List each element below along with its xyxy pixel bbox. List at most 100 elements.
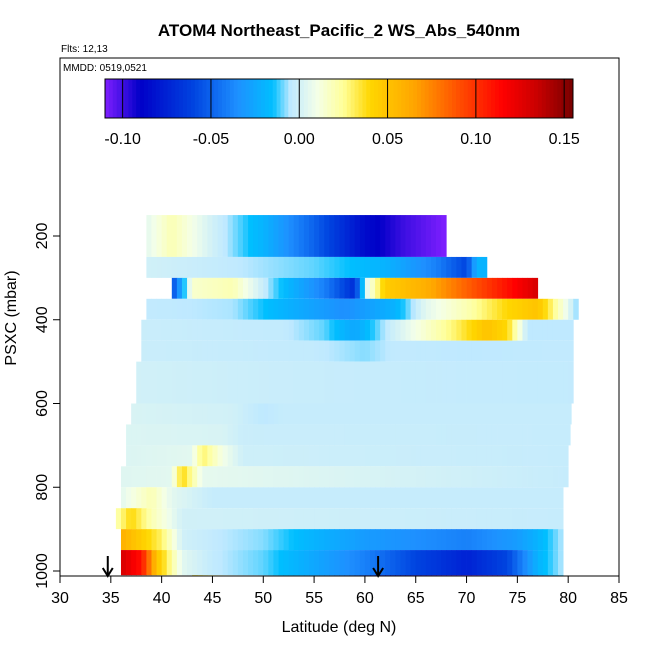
heatmap-cell: [390, 508, 396, 530]
heatmap-cell: [563, 403, 569, 425]
heatmap-cell: [532, 319, 539, 341]
heatmap-cell: [202, 319, 208, 341]
colorbar-segment: [198, 79, 203, 118]
heatmap-cell: [380, 424, 386, 446]
heatmap-cell: [217, 466, 224, 488]
heatmap-cell: [497, 550, 503, 576]
heatmap-cell: [369, 445, 376, 467]
heatmap-cell: [314, 508, 320, 530]
colorbar-segment: [514, 79, 519, 118]
heatmap-cell: [181, 466, 188, 488]
heatmap-cell: [552, 550, 559, 576]
heatmap-cell: [136, 529, 142, 551]
heatmap-cell: [258, 466, 264, 488]
heatmap-cell: [197, 403, 203, 425]
heatmap-cell: [456, 550, 462, 576]
heatmap-cell: [410, 277, 417, 299]
heatmap-cell: [512, 319, 518, 341]
heatmap-cell: [456, 508, 462, 530]
colorbar-segment: [409, 79, 414, 118]
heatmap-cell: [430, 403, 437, 425]
heatmap-cell: [497, 298, 503, 320]
heatmap-cell: [146, 215, 152, 257]
heatmap-cell: [176, 319, 183, 341]
heatmap-cell: [507, 340, 513, 362]
heatmap-cell: [314, 319, 320, 341]
heatmap-cell: [176, 424, 183, 446]
heatmap-cell: [405, 487, 412, 509]
heatmap-cell: [481, 319, 488, 341]
heatmap-cell: [547, 529, 554, 551]
heatmap-cell: [227, 550, 234, 576]
heatmap-cell: [481, 277, 488, 299]
heatmap-cell: [278, 361, 284, 404]
heatmap-cell: [227, 508, 234, 530]
heatmap-cell: [166, 256, 173, 278]
heatmap-cell: [522, 550, 528, 576]
heatmap-cell: [237, 487, 244, 509]
colorbar-segment: [471, 79, 476, 118]
heatmap-cell: [212, 403, 218, 425]
heatmap-cell: [309, 256, 315, 278]
heatmap-cell: [517, 424, 523, 446]
heatmap-cell: [400, 319, 406, 341]
colorbar-segment: [186, 79, 192, 118]
heatmap-cell: [400, 424, 406, 446]
heatmap-cell: [466, 361, 473, 404]
heatmap-cell: [527, 403, 534, 425]
heatmap-cell: [364, 298, 371, 320]
heatmap-cell: [217, 277, 224, 299]
heatmap-cell: [222, 508, 229, 530]
heatmap-cell: [481, 529, 488, 551]
heatmap-cell: [349, 277, 356, 299]
heatmap-cell: [263, 256, 269, 278]
heatmap-cell: [298, 256, 305, 278]
colorbar-segment: [424, 79, 430, 118]
heatmap-cell: [288, 298, 295, 320]
heatmap-cell: [558, 550, 564, 576]
heatmap-cell: [181, 529, 188, 551]
colorbar-segment: [237, 79, 242, 118]
heatmap-cell: [166, 298, 173, 320]
heatmap-cell: [349, 529, 356, 551]
heatmap-cell: [344, 277, 351, 299]
heatmap-cell: [476, 256, 483, 278]
heatmap-cell: [568, 319, 574, 341]
heatmap-cell: [542, 298, 549, 320]
heatmap-cell: [369, 466, 376, 488]
heatmap-cell: [217, 403, 224, 425]
heatmap-cell: [278, 277, 284, 299]
heatmap-cell: [375, 529, 381, 551]
heatmap-cell: [181, 215, 188, 257]
heatmap-cell: [456, 361, 462, 404]
heatmap-cell: [283, 466, 290, 488]
heatmap-cell: [456, 277, 462, 299]
heatmap-cell: [420, 487, 427, 509]
x-tick-label: 40: [153, 590, 171, 607]
heatmap-cell: [491, 403, 498, 425]
heatmap-cell: [258, 340, 264, 362]
heatmap-cell: [192, 508, 198, 530]
heatmap-cell: [441, 403, 447, 425]
heatmap-cell: [207, 466, 213, 488]
colorbar-segment: [495, 79, 500, 118]
heatmap-cell: [242, 529, 249, 551]
colorbar-segment: [569, 79, 574, 118]
heatmap-cell: [207, 487, 213, 509]
heatmap-cell: [436, 466, 442, 488]
heatmap-cell: [253, 361, 259, 404]
heatmap-cell: [476, 403, 483, 425]
heatmap-cell: [283, 361, 290, 404]
y-tick-label: 400: [34, 306, 51, 333]
heatmap-cell: [171, 445, 178, 467]
heatmap-cell: [375, 277, 381, 299]
heatmap-cell: [425, 550, 432, 576]
heatmap-cell: [314, 487, 320, 509]
heatmap-cell: [339, 550, 345, 576]
heatmap-cell: [486, 529, 493, 551]
heatmap-cell: [334, 466, 340, 488]
heatmap-cell: [197, 508, 203, 530]
heatmap-cell: [263, 424, 269, 446]
heatmap-cell: [436, 529, 442, 551]
heatmap-cell: [161, 256, 168, 278]
